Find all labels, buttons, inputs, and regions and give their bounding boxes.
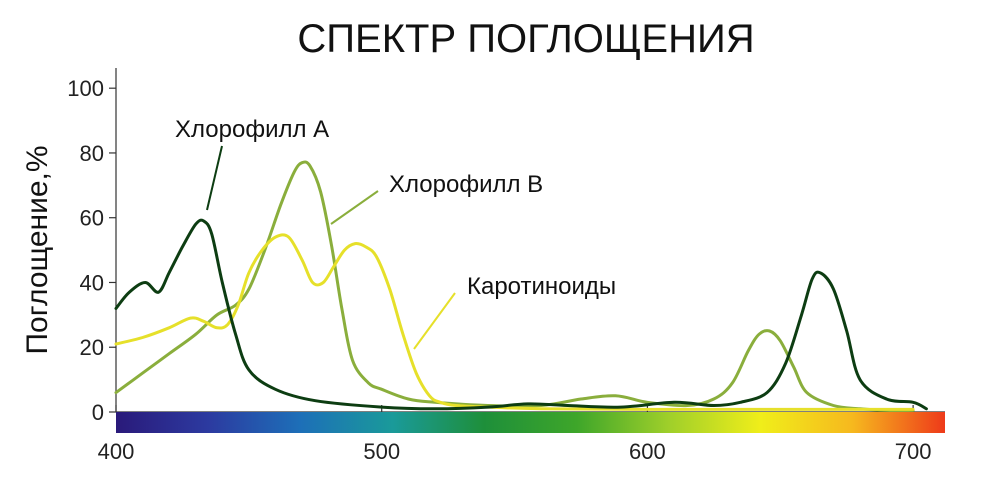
carotenoids-curve (114, 233, 915, 411)
x-tick-label: 600 (629, 439, 666, 464)
chlorophyll-b-leader-line (330, 190, 379, 225)
y-tick-label: 100 (67, 76, 104, 101)
y-tick-label: 40 (80, 270, 104, 295)
chlorophyll-a-curve (114, 218, 928, 411)
y-axis-label: Поглощение,% (21, 145, 54, 354)
chlorophyll-a-leader-line (206, 145, 223, 211)
chart-title: СПЕКТР ПОГЛОЩЕНИЯ (297, 17, 754, 61)
carotenoids-label: Каротиноиды (467, 273, 616, 300)
y-tick-label: 0 (92, 400, 104, 425)
y-tick-label: 20 (80, 335, 104, 360)
carotenoids-leader-line (413, 292, 456, 350)
y-tick-label: 60 (80, 206, 104, 231)
annotation-leaders (206, 145, 456, 350)
annotation-labels: Хлорофилл А Хлорофилл В Каротиноиды (175, 116, 616, 300)
chlorophyll-a-label: Хлорофилл А (175, 116, 329, 143)
axes: 0 20 40 60 80 100 400 500 600 700 (67, 68, 945, 464)
x-tick-label: 500 (363, 439, 400, 464)
color-spectrum-bar (116, 412, 945, 433)
series-layer (114, 160, 928, 413)
x-tick-label: 400 (98, 439, 135, 464)
chlorophyll-b-label: Хлорофилл В (389, 171, 543, 198)
y-tick-label: 80 (80, 141, 104, 166)
x-tick-label: 700 (895, 439, 932, 464)
chlorophyll-b-curve (114, 160, 915, 413)
